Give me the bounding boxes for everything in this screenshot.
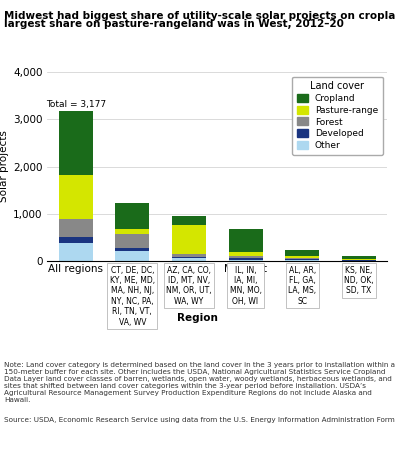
Bar <box>229 260 263 261</box>
Bar <box>229 256 263 258</box>
Bar <box>285 256 319 258</box>
Bar <box>285 258 319 259</box>
Bar <box>172 258 206 261</box>
Text: AZ, CA, CO,
ID, MT, NV,
NM, OR, UT,
WA, WY: AZ, CA, CO, ID, MT, NV, NM, OR, UT, WA, … <box>166 266 212 306</box>
Bar <box>59 176 93 219</box>
Bar <box>229 252 263 256</box>
Bar <box>172 254 206 257</box>
Text: Region: Region <box>177 313 218 323</box>
Bar <box>115 230 149 234</box>
Bar <box>172 216 206 225</box>
Bar <box>342 259 376 260</box>
Bar <box>59 111 93 176</box>
Bar <box>229 258 263 260</box>
Bar <box>59 238 93 243</box>
Text: AL, AR,
FL, GA,
LA, MS,
SC: AL, AR, FL, GA, LA, MS, SC <box>288 266 316 306</box>
Bar <box>59 219 93 238</box>
Bar <box>59 243 93 261</box>
Legend: Cropland, Pasture-range, Forest, Developed, Other: Cropland, Pasture-range, Forest, Develop… <box>292 76 383 155</box>
Bar <box>115 203 149 230</box>
Bar <box>115 248 149 251</box>
Bar <box>285 260 319 261</box>
Text: Total = 3,177: Total = 3,177 <box>46 99 106 108</box>
Y-axis label: Solar projects: Solar projects <box>0 130 9 202</box>
Text: Note: Land cover category is determined based on the land cover in the 3 years p: Note: Land cover category is determined … <box>4 362 395 403</box>
Text: largest share on pasture-rangeland was in West, 2012–20: largest share on pasture-rangeland was i… <box>4 19 344 29</box>
Bar <box>285 259 319 260</box>
Bar <box>229 229 263 252</box>
Text: Midwest had biggest share of utility-scale solar projects on cropland;: Midwest had biggest share of utility-sca… <box>4 11 395 21</box>
Text: CT, DE, DC,
KY, ME, MD,
MA, NH, NJ,
NY, NC, PA,
RI, TN, VT,
VA, WV: CT, DE, DC, KY, ME, MD, MA, NH, NJ, NY, … <box>110 266 155 327</box>
Text: KS, NE,
ND, OK,
SD, TX: KS, NE, ND, OK, SD, TX <box>344 266 374 295</box>
Bar <box>172 257 206 258</box>
Bar <box>172 225 206 254</box>
Bar <box>342 256 376 259</box>
Text: IL, IN,
IA, MI,
MN, MO,
OH, WI: IL, IN, IA, MI, MN, MO, OH, WI <box>229 266 261 306</box>
Bar <box>285 250 319 256</box>
Bar <box>115 251 149 261</box>
Text: Source: USDA, Economic Research Service using data from the U.S. Energy Informat: Source: USDA, Economic Research Service … <box>4 416 395 423</box>
Bar <box>115 234 149 248</box>
